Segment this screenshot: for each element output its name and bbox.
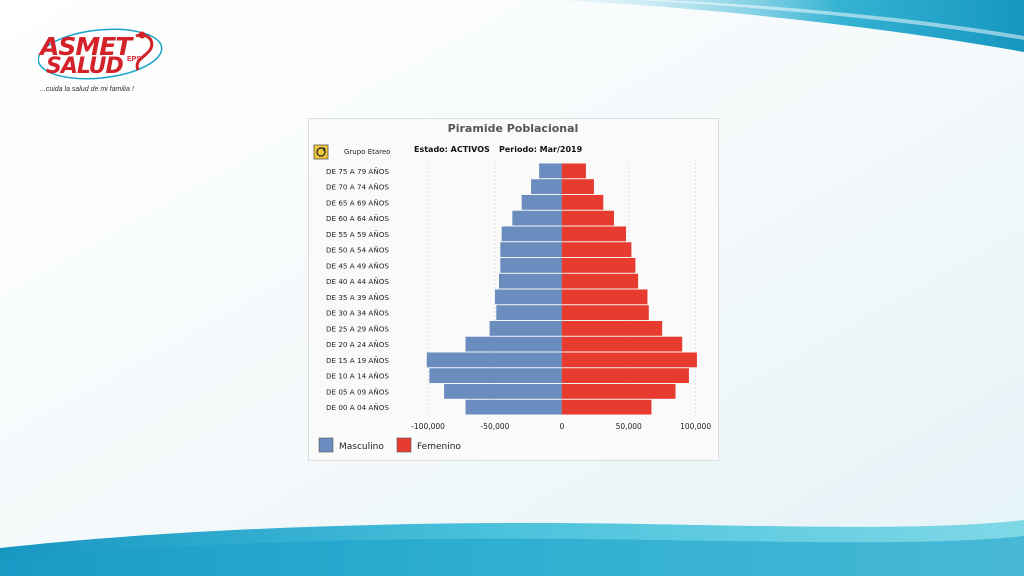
periodo-label: Periodo: Mar/2019 [499,145,583,154]
legend-label: Masculino [339,442,384,452]
bar-femenino [561,289,648,305]
bar-femenino [561,399,652,415]
bar-masculino [501,226,562,242]
logo-text-bottom: SALUD [46,54,124,79]
bar-femenino [561,226,627,242]
x-tick-label: 0 [559,422,564,431]
bar-masculino [539,163,562,179]
bar-femenino [561,210,615,226]
category-label: DE 55 A 59 AÑOS [326,230,389,239]
x-tick-labels: -100,000 -50,000 0 50,000 100,000 [411,422,711,431]
bar-masculino [498,273,562,289]
bar-femenino [561,368,689,384]
logo-eps: EPS [127,56,142,63]
x-tick-label: -100,000 [411,422,445,431]
chart-title: Piramide Poblacional [448,122,579,135]
legend-swatch [396,437,412,453]
bar-masculino [465,336,562,352]
bar-masculino [496,305,562,321]
bar-femenino [561,257,636,273]
category-label: DE 75 A 79 AÑOS [326,167,389,176]
bar-femenino [561,273,639,289]
legend: Masculino Femenino [318,437,461,453]
category-label: DE 70 A 74 AÑOS [326,183,389,192]
bar-femenino [561,163,586,179]
category-label: DE 30 A 34 AÑOS [326,309,389,318]
population-pyramid-chart: Piramide Poblacional Grupo Etareo Estado… [313,122,711,453]
x-tick-label: 100,000 [680,422,711,431]
population-pyramid-panel: Piramide Poblacional Grupo Etareo Estado… [308,118,719,461]
tagline: ...cuida la salud de mi familia ! [40,86,134,93]
bar-femenino [561,305,649,321]
bar-masculino [465,399,562,415]
refresh-icon[interactable] [313,144,329,160]
category-label: DE 50 A 54 AÑOS [326,246,389,255]
x-tick-label: 50,000 [616,422,642,431]
bar-masculino [444,383,562,399]
x-tick-label: -50,000 [480,422,509,431]
bar-masculino [489,320,562,336]
bar-masculino [500,242,562,258]
category-label: DE 15 A 19 AÑOS [326,356,389,365]
bar-masculino [429,368,562,384]
bar-femenino [561,320,663,336]
bar-femenino [561,179,594,195]
category-label: DE 05 A 09 AÑOS [326,387,389,396]
category-label: DE 00 A 04 AÑOS [326,403,389,412]
bar-masculino [426,352,562,368]
category-label: DE 60 A 64 AÑOS [326,214,389,223]
category-label: DE 25 A 29 AÑOS [326,324,389,333]
bar-femenino [561,336,683,352]
estado-label: Estado: ACTIVOS [414,145,490,154]
bar-femenino [561,194,604,210]
bar-femenino [561,352,697,368]
bar-masculino [494,289,562,305]
asmet-salud-logo: ASMET SALUD EPS [38,26,166,84]
category-labels: DE 75 A 79 AÑOS DE 70 A 74 AÑOS DE 65 A 69… [326,167,389,412]
category-label: DE 35 A 39 AÑOS [326,293,389,302]
bar-femenino [561,242,632,258]
bar-masculino [500,257,562,273]
legend-label: Femenino [417,442,461,452]
category-label: DE 10 A 14 AÑOS [326,372,389,381]
bars [426,163,697,415]
category-label: DE 45 A 49 AÑOS [326,261,389,270]
logo-text-top: ASMET [40,32,132,61]
bar-masculino [512,210,562,226]
bar-femenino [561,383,676,399]
group-label: Grupo Etareo [344,148,390,156]
bar-masculino [531,179,562,195]
bar-masculino [521,194,562,210]
category-label: DE 65 A 69 AÑOS [326,198,389,207]
category-label: DE 40 A 44 AÑOS [326,277,389,286]
category-label: DE 20 A 24 AÑOS [326,340,389,349]
top-wave [560,0,1024,52]
legend-swatch [318,437,334,453]
